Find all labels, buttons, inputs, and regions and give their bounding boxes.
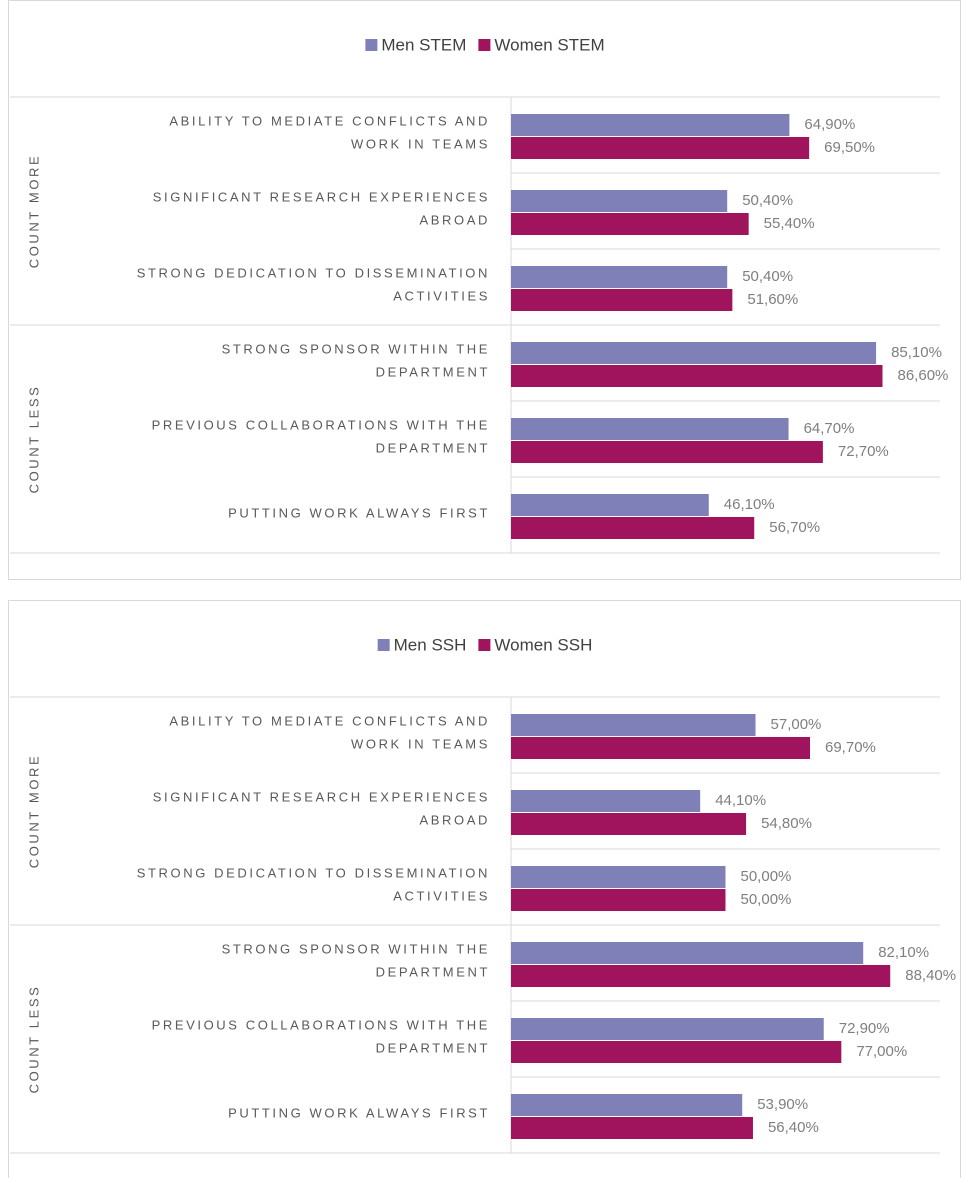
group-label: COUNT MORE <box>26 754 41 869</box>
chart-border <box>8 600 961 1178</box>
category-label: SIGNIFICANT RESEARCH EXPERIENCES ABROAD <box>153 790 490 828</box>
group-label: COUNT MORE <box>26 154 41 269</box>
legend-swatch <box>478 639 491 651</box>
bar <box>511 342 877 364</box>
bar <box>511 813 747 835</box>
legend-item: Men SSH <box>377 635 467 654</box>
chart-border <box>8 0 961 580</box>
bar <box>511 190 728 212</box>
legend-swatch <box>365 39 378 51</box>
bar <box>511 866 726 888</box>
bar <box>511 714 756 736</box>
value-label: 50,00% <box>741 868 792 885</box>
legend-item: Women SSH <box>478 635 592 654</box>
bar <box>511 1117 753 1139</box>
legend-label: Women STEM <box>494 35 604 54</box>
legend-item: Women STEM <box>478 35 605 54</box>
bar <box>511 889 726 911</box>
value-label: 85,10% <box>891 344 942 361</box>
value-label: 64,90% <box>804 116 855 133</box>
value-label: 54,80% <box>761 815 812 832</box>
category-label: STRONG SPONSOR WITHIN THE DEPARTMENT <box>222 942 490 980</box>
bar <box>511 494 709 516</box>
category-label: ABILITY TO MEDIATE CONFLICTS AND WORK IN … <box>169 114 490 152</box>
category-label: STRONG DEDICATION TO DISSEMINATION ACTIVI… <box>137 266 490 304</box>
value-label: 64,70% <box>804 420 855 437</box>
category-label: PREVIOUS COLLABORATIONS WITH THE DEPARTME… <box>152 418 490 456</box>
bar <box>511 213 749 235</box>
value-label: 56,70% <box>769 519 820 536</box>
bar <box>511 965 891 987</box>
value-label: 44,10% <box>715 792 766 809</box>
legend-swatch <box>377 639 390 651</box>
category-label: STRONG SPONSOR WITHIN THE DEPARTMENT <box>222 342 490 380</box>
category-label: ABILITY TO MEDIATE CONFLICTS AND WORK IN … <box>169 714 490 752</box>
value-label: 56,40% <box>768 1119 819 1136</box>
bar <box>511 266 728 288</box>
bar <box>511 942 864 964</box>
bar <box>511 418 789 440</box>
bar <box>511 737 811 759</box>
bar <box>511 517 755 539</box>
value-label: 77,00% <box>856 1043 907 1060</box>
bar <box>511 441 823 463</box>
bar <box>511 790 701 812</box>
group-label: COUNT LESS <box>26 985 41 1094</box>
value-label: 88,40% <box>905 967 956 984</box>
group-label: COUNT LESS <box>26 385 41 494</box>
value-label: 72,90% <box>839 1020 890 1037</box>
bar <box>511 1041 842 1063</box>
category-label: PREVIOUS COLLABORATIONS WITH THE DEPARTME… <box>152 1018 490 1056</box>
category-label: STRONG DEDICATION TO DISSEMINATION ACTIVI… <box>137 866 490 904</box>
value-label: 46,10% <box>724 496 775 513</box>
legend-label: Women SSH <box>494 635 592 654</box>
value-label: 57,00% <box>771 716 822 733</box>
value-label: 86,60% <box>898 367 949 384</box>
legend-swatch <box>478 39 491 51</box>
legend-label: Men STEM <box>381 35 466 54</box>
value-label: 50,00% <box>741 891 792 908</box>
bar <box>511 1018 824 1040</box>
category-label: PUTTING WORK ALWAYS FIRST <box>228 505 490 520</box>
bar <box>511 289 733 311</box>
value-label: 55,40% <box>764 215 815 232</box>
value-label: 50,40% <box>742 268 793 285</box>
bar <box>511 1094 743 1116</box>
bar <box>511 114 790 136</box>
category-label: PUTTING WORK ALWAYS FIRST <box>228 1105 490 1120</box>
value-label: 69,70% <box>825 739 876 756</box>
legend-item: Men STEM <box>365 35 466 54</box>
value-label: 82,10% <box>878 944 929 961</box>
value-label: 50,40% <box>742 192 793 209</box>
value-label: 53,90% <box>757 1096 808 1113</box>
value-label: 51,60% <box>747 291 798 308</box>
value-label: 72,70% <box>838 443 889 460</box>
category-label: SIGNIFICANT RESEARCH EXPERIENCES ABROAD <box>153 190 490 228</box>
bar <box>511 365 883 387</box>
legend-label: Men SSH <box>394 635 467 654</box>
value-label: 69,50% <box>824 139 875 156</box>
bar <box>511 137 810 159</box>
